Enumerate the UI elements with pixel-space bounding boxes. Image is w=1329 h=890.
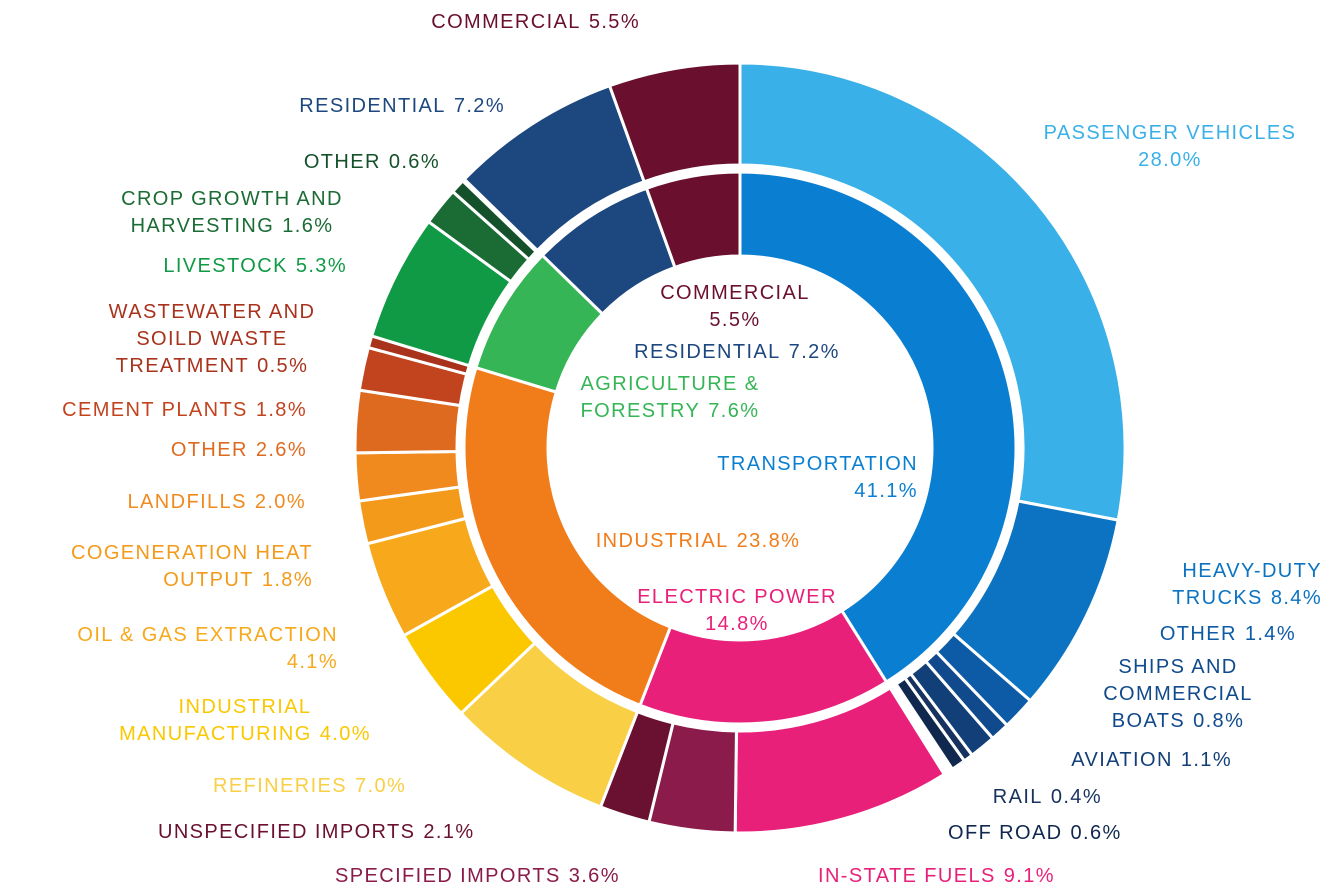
segment-value: 7.0% (355, 775, 407, 797)
segment-value: 0.5% (257, 355, 309, 377)
segment-value: 1.8% (261, 569, 313, 591)
segment-label: TRANSPORTATION 41.1% (618, 451, 918, 505)
segment-label: UNSPECIFIED IMPORTS 2.1% (158, 819, 558, 846)
segment-name: HEAVY-DUTY TRUCKS (1172, 560, 1322, 609)
segment-label: COMMERCIAL 5.5% (625, 280, 845, 334)
inner-segment (738, 170, 1018, 685)
segment-value: 1.8% (255, 399, 307, 421)
segment-value: 1.4% (1244, 623, 1296, 645)
segment-name: UNSPECIFIED IMPORTS (158, 821, 416, 843)
segment-value: 0.6% (1070, 822, 1122, 844)
segment-label: AGRICULTURE & FORESTRY 7.6% (555, 371, 785, 425)
segment-name: OFF ROAD (948, 822, 1063, 844)
segment-value: 5.5% (709, 309, 761, 331)
segment-label: CEMENT PLANTS 1.8% (7, 397, 307, 424)
segment-value: 8.4% (1270, 587, 1322, 609)
segment-name: COMMERCIAL (660, 282, 810, 304)
segment-label: ELECTRIC POWER 14.8% (587, 584, 887, 638)
segment-name: OIL & GAS EXTRACTION (77, 624, 338, 646)
segment-value: 2.1% (423, 821, 475, 843)
segment-value: 5.5% (588, 11, 640, 33)
segment-name: RESIDENTIAL (634, 341, 781, 363)
inner-segment (462, 365, 673, 708)
segment-name: INDUSTRIAL MANUFACTURING (119, 696, 312, 745)
segment-label: LANDFILLS 2.0% (46, 489, 306, 516)
segment-name: OTHER (303, 151, 381, 173)
segment-name: AVIATION (1071, 749, 1173, 771)
outer-segment (450, 178, 539, 262)
segment-name: SPECIFIED IMPORTS (335, 865, 561, 887)
segment-name: OTHER (170, 439, 248, 461)
segment-label: PASSENGER VEHICLES 28.0% (1010, 120, 1329, 174)
segment-name: CROP GROWTH AND HARVESTING (121, 188, 343, 237)
segment-name: COMMERCIAL (431, 11, 581, 33)
segment-name: REFINERIES (213, 775, 348, 797)
segment-value: 23.8% (736, 530, 801, 552)
segment-name: RESIDENTIAL (299, 95, 446, 117)
segment-value: 0.6% (388, 151, 440, 173)
segment-value: 0.4% (1050, 786, 1102, 808)
segment-label: IN-STATE FUELS 9.1% (818, 863, 1138, 890)
inner-segment (644, 170, 742, 270)
segment-value: 2.6% (255, 439, 307, 461)
segment-label: RAIL 0.4% (902, 784, 1102, 811)
segment-name: WASTEWATER AND SOILD WASTE TREATMENT (108, 301, 316, 377)
segment-label: WASTEWATER AND SOILD WASTE TREATMENT 0.5% (82, 299, 342, 380)
segment-value: 1.1% (1180, 749, 1232, 771)
segment-name: SHIPS AND COMMERCIAL BOATS (1103, 656, 1253, 732)
segment-label: RESIDENTIAL 7.2% (577, 339, 897, 366)
segment-label: HEAVY-DUTY TRUCKS 8.4% (1122, 558, 1322, 612)
segment-label: OTHER 2.6% (87, 437, 307, 464)
segment-name: LANDFILLS (127, 491, 247, 513)
segment-name: IN-STATE FUELS (818, 865, 996, 887)
segment-name: PASSENGER VEHICLES (1043, 122, 1297, 144)
segment-name: RAIL (992, 786, 1043, 808)
segment-value: 28.0% (1138, 149, 1202, 171)
segment-label: OIL & GAS EXTRACTION 4.1% (0, 622, 338, 676)
segment-value: 4.1% (286, 651, 338, 673)
segment-value: 4.0% (319, 723, 371, 745)
segment-name: LIVESTOCK (163, 255, 288, 277)
segment-value: 2.0% (254, 491, 306, 513)
segment-value: 5.3% (295, 255, 347, 277)
segment-value: 7.2% (453, 95, 505, 117)
outer-segment (894, 675, 967, 772)
segment-label: CROP GROWTH AND HARVESTING 1.6% (97, 186, 367, 240)
segment-name: OTHER (1159, 623, 1237, 645)
segment-name: INDUSTRIAL (595, 530, 729, 552)
outer-segment (738, 61, 1127, 522)
segment-label: SHIPS AND COMMERCIAL BOATS 0.8% (1091, 654, 1266, 735)
segment-name: CEMENT PLANTS (62, 399, 248, 421)
segment-label: INDUSTRIAL MANUFACTURING 4.0% (80, 694, 410, 748)
segment-label: OTHER 0.6% (240, 149, 440, 176)
segment-value: 3.6% (568, 865, 620, 887)
segment-label: RESIDENTIAL 7.2% (205, 93, 505, 120)
segment-label: COMMERCIAL 5.5% (340, 9, 640, 36)
segment-name: AGRICULTURE & FORESTRY (580, 373, 760, 422)
segment-name: COGENERATION HEAT OUTPUT (71, 542, 313, 591)
segment-value: 0.8% (1193, 710, 1245, 732)
segment-label: SPECIFIED IMPORTS 3.6% (335, 863, 655, 890)
segment-label: INDUSTRIAL 23.8% (538, 528, 858, 555)
segment-value: 14.8% (705, 613, 769, 635)
segment-label: AVIATION 1.1% (982, 747, 1232, 774)
segment-label: REFINERIES 7.0% (213, 773, 493, 800)
outer-segment (607, 61, 742, 184)
segment-label: OFF ROAD 0.6% (948, 820, 1208, 847)
segment-value: 7.6% (708, 400, 760, 422)
segment-label: LIVESTOCK 5.3% (87, 253, 347, 280)
segment-value: 1.6% (282, 215, 334, 237)
segment-name: ELECTRIC POWER (637, 586, 837, 608)
segment-value: 41.1% (854, 480, 918, 502)
segment-name: TRANSPORTATION (717, 453, 918, 475)
segment-value: 9.1% (1003, 865, 1055, 887)
segment-label: COGENERATION HEAT OUTPUT 1.8% (13, 540, 313, 594)
segment-value: 7.2% (788, 341, 840, 363)
segment-label: OTHER 1.4% (1046, 621, 1296, 648)
